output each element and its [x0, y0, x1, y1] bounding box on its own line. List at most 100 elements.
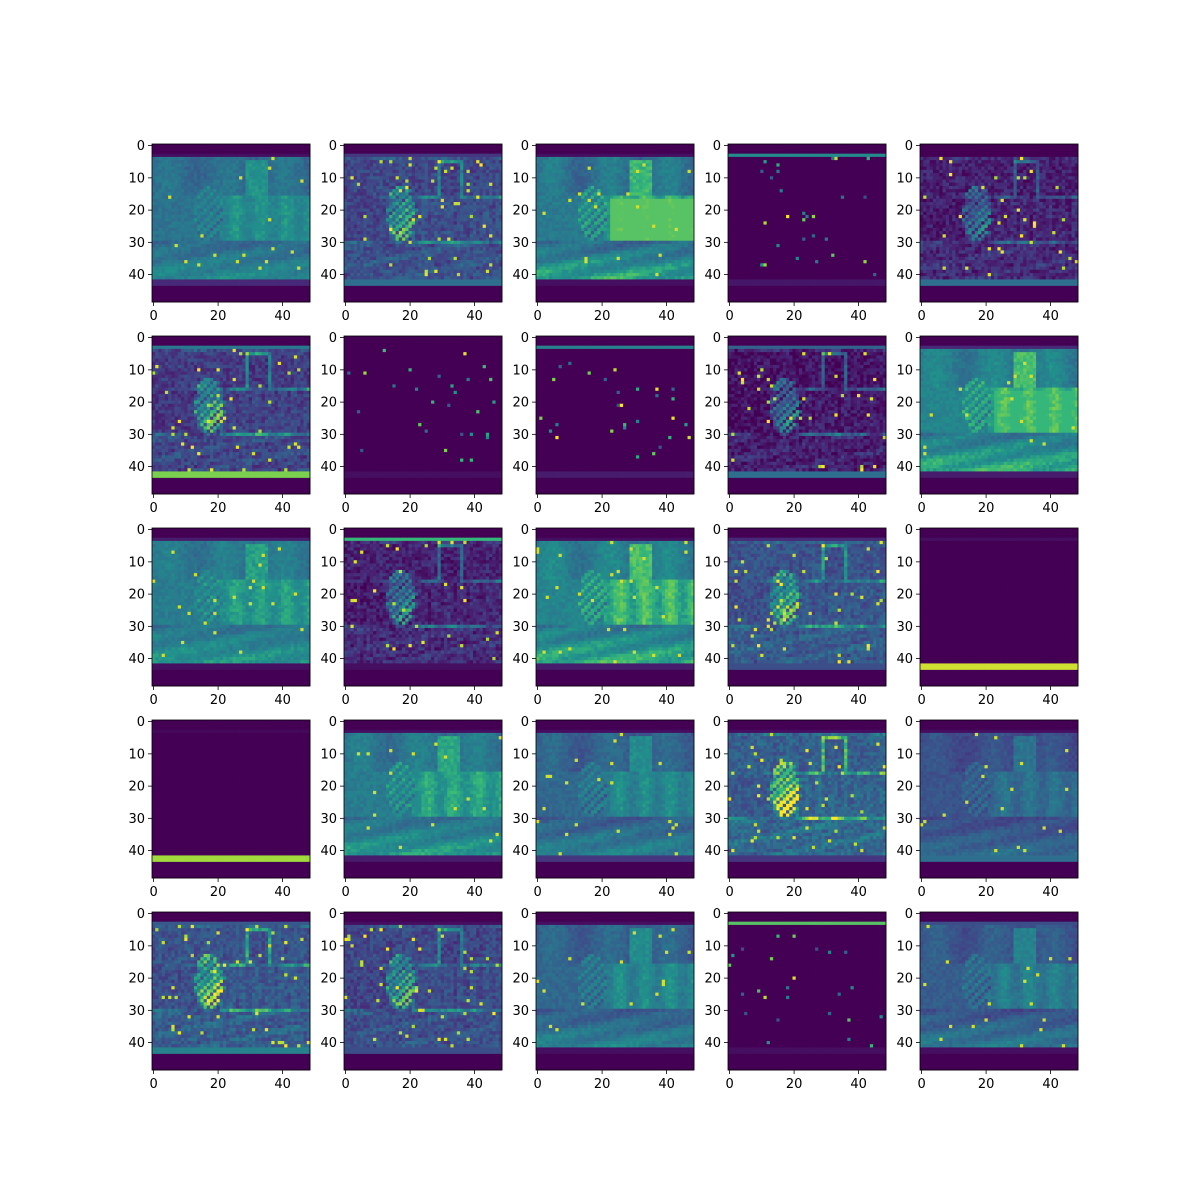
heatmap-cell — [181, 173, 185, 177]
heatmap-cell — [178, 170, 182, 174]
heatmap-cell — [297, 154, 301, 158]
heatmap-cell — [284, 163, 288, 167]
heatmap-cell — [233, 173, 237, 177]
heatmap-cell — [239, 167, 243, 171]
heatmap-cell — [268, 154, 272, 158]
heatmap-cell — [210, 150, 214, 154]
heatmap-cell — [304, 173, 308, 177]
heatmap-cell — [249, 170, 253, 174]
heatmap-cell — [197, 154, 201, 158]
heatmap-cell — [239, 170, 243, 174]
heatmap-cell — [210, 144, 214, 148]
heatmap-cell — [297, 150, 301, 154]
heatmap-cell — [281, 173, 285, 177]
heatmap-cell — [210, 160, 214, 164]
heatmap-cell — [229, 173, 233, 177]
heatmap-cell — [281, 163, 285, 167]
heatmap-cell — [213, 147, 217, 151]
heatmap-cell — [207, 167, 211, 171]
heatmap-cell — [191, 176, 195, 180]
heatmap-cell — [168, 150, 172, 154]
heatmap-cell — [162, 179, 166, 183]
heatmap-cell — [175, 157, 179, 161]
heatmap-cell — [165, 176, 169, 180]
heatmap-cell — [223, 163, 227, 167]
heatmap-cell — [294, 150, 298, 154]
heatmap-cell — [239, 176, 243, 180]
heatmap-cell — [287, 144, 291, 148]
heatmap-cell — [181, 147, 185, 151]
heatmap-cell — [171, 160, 175, 164]
heatmap-cell — [258, 144, 262, 148]
heatmap-cell — [171, 144, 175, 148]
heatmap-cell — [252, 147, 256, 151]
heatmap-cell — [268, 157, 272, 161]
heatmap-cell — [178, 154, 182, 158]
heatmap-cell — [200, 147, 204, 151]
heatmap-cell — [242, 154, 246, 158]
heatmap-cell — [287, 173, 291, 177]
heatmap-cell — [171, 147, 175, 151]
heatmap-cell — [246, 170, 250, 174]
heatmap-cell — [275, 176, 279, 180]
heatmap-cell — [204, 157, 208, 161]
heatmap-cell — [229, 176, 233, 180]
heatmap-cell — [162, 173, 166, 177]
heatmap-cell — [181, 170, 185, 174]
heatmap-cell — [200, 144, 204, 148]
heatmap-cell — [262, 173, 266, 177]
heatmap-cell — [184, 157, 188, 161]
heatmap-cell — [168, 144, 172, 148]
heatmap-cell — [252, 150, 256, 154]
heatmap-cell — [171, 176, 175, 180]
heatmap-cell — [304, 167, 308, 171]
heatmap-cell — [297, 167, 301, 171]
heatmap-cell — [226, 163, 230, 167]
heatmap-cell — [213, 170, 217, 174]
heatmap-cell — [168, 176, 172, 180]
heatmap-cell — [262, 144, 266, 148]
heatmap-cell — [178, 144, 182, 148]
heatmap-cell — [165, 157, 169, 161]
heatmap-cell — [304, 157, 308, 161]
heatmap-cell — [220, 150, 224, 154]
heatmap-cell — [294, 163, 298, 167]
heatmap-cell — [191, 167, 195, 171]
heatmap-cell — [210, 173, 214, 177]
heatmap-cell — [226, 170, 230, 174]
heatmap-cell — [187, 160, 191, 164]
heatmap-cell — [184, 179, 188, 183]
heatmap-cell — [213, 150, 217, 154]
heatmap-cell — [239, 147, 243, 151]
heatmap-cell — [291, 144, 295, 148]
heatmap-cell — [278, 160, 282, 164]
heatmap-cell — [187, 157, 191, 161]
heatmap-cell — [262, 170, 266, 174]
heatmap-cell — [246, 173, 250, 177]
heatmap-cell — [255, 154, 259, 158]
heatmap-cell — [246, 144, 250, 148]
heatmap-cell — [168, 154, 172, 158]
heatmap-cell — [162, 157, 166, 161]
heatmap-cell — [291, 150, 295, 154]
heatmap-cell — [210, 154, 214, 158]
heatmap-cell — [158, 157, 162, 161]
heatmap-cell — [207, 144, 211, 148]
heatmap-cell — [158, 167, 162, 171]
heatmap-cell — [291, 147, 295, 151]
heatmap-cell — [213, 173, 217, 177]
heatmap-cell — [246, 167, 250, 171]
heatmap-cell — [223, 176, 227, 180]
heatmap-cell — [236, 157, 240, 161]
heatmap-cell — [165, 154, 169, 158]
heatmap-cell — [187, 170, 191, 174]
heatmap-cell — [304, 170, 308, 174]
heatmap-cell — [152, 179, 156, 183]
heatmap-cell — [265, 147, 269, 151]
heatmap-cell — [297, 173, 301, 177]
heatmap-cell — [181, 150, 185, 154]
heatmap-cell — [233, 160, 237, 164]
heatmap-cell — [268, 176, 272, 180]
heatmap-cell — [278, 170, 282, 174]
heatmap-cell — [229, 144, 233, 148]
